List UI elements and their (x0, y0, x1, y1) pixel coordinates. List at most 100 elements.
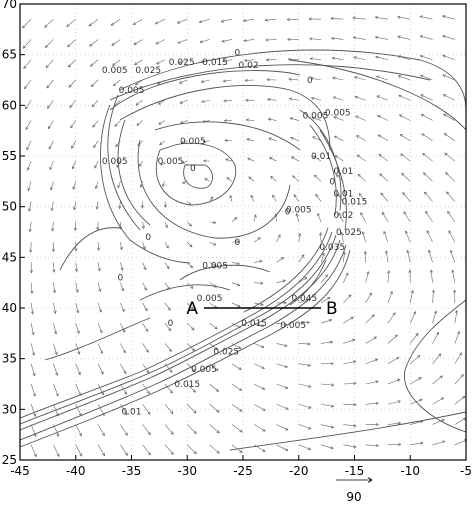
wind-vector-head (397, 55, 401, 59)
wind-vector-head (425, 210, 429, 215)
contour-line (109, 70, 301, 111)
wind-vector-head (180, 140, 185, 144)
wind-vector (30, 404, 36, 417)
wind-vector (164, 363, 173, 373)
wind-vector (26, 140, 32, 151)
wind-vector-head (436, 331, 440, 336)
wind-vector-head (448, 230, 452, 234)
wind-vector (422, 152, 433, 162)
wind-vector (75, 323, 80, 334)
wind-vector-head (305, 299, 309, 303)
wind-vector (298, 363, 311, 366)
wind-vector (90, 79, 99, 87)
wind-vector (276, 322, 287, 325)
wind-vector-head (306, 320, 310, 325)
wind-vector-head (189, 244, 193, 248)
wind-vector-head (293, 194, 297, 198)
wind-vector-head (214, 347, 219, 351)
wind-vector-head (136, 122, 140, 126)
wind-vector-head (181, 160, 185, 164)
wind-vector (226, 177, 233, 182)
wind-vector (231, 241, 240, 243)
contour-label: 0.01 (333, 189, 353, 199)
wind-vector-head (356, 154, 361, 158)
wind-vector-head (399, 134, 403, 138)
wind-vector (375, 36, 389, 40)
wind-vector (157, 100, 166, 105)
wind-vector (356, 135, 366, 142)
wind-vector-head (333, 116, 337, 120)
wind-vector-head (188, 202, 192, 206)
wind-vector-head (303, 277, 308, 281)
wind-vector-head (257, 237, 261, 241)
wind-vector-head (442, 15, 446, 19)
wind-vector-head (134, 62, 138, 66)
wind-vector (377, 115, 389, 121)
wind-vector-head (92, 124, 96, 128)
wind-vector-head (90, 63, 94, 67)
wind-vector-head (142, 246, 146, 250)
wind-vector-head (234, 217, 238, 221)
contour-line (19, 244, 347, 441)
wind-vector (450, 250, 456, 263)
wind-vector-head (96, 227, 100, 231)
wind-vector-head (95, 206, 99, 210)
wind-vector (420, 94, 433, 101)
wind-vector-head (353, 36, 357, 40)
wind-vector (320, 274, 328, 283)
wind-vector (442, 74, 455, 81)
wind-vector-head (114, 123, 118, 127)
contour-line (289, 59, 467, 131)
wind-vector-head (358, 193, 362, 197)
wind-vector (269, 157, 277, 162)
wind-vector (187, 424, 197, 434)
wind-vector-head (190, 285, 194, 289)
wind-vector (398, 95, 411, 101)
wind-vector-head (119, 226, 123, 230)
wind-vector (320, 424, 334, 428)
wind-vector (30, 363, 36, 377)
wind-vector (187, 262, 193, 268)
wind-vector (209, 383, 219, 392)
wind-vector-head (33, 453, 37, 457)
wind-vector-head (353, 56, 357, 60)
wind-vector-head (213, 263, 217, 267)
wind-vector (27, 181, 32, 191)
wind-vector (67, 59, 76, 68)
wind-vector (405, 230, 411, 243)
wind-vector-head (242, 19, 247, 23)
contour-line (404, 299, 467, 433)
wind-vector-head (313, 155, 317, 159)
wind-vector (444, 152, 456, 162)
wind-vector-head (113, 103, 117, 107)
wind-vector-head (288, 77, 292, 81)
wind-vector-head (169, 369, 173, 373)
wind-vector-head (418, 377, 422, 381)
wind-vector (53, 363, 58, 376)
wind-vector-head (442, 34, 446, 38)
wind-vector (120, 242, 123, 250)
wind-vector-head (389, 291, 393, 295)
wind-vector (333, 96, 344, 101)
wind-vector (91, 100, 99, 108)
wind-vector-head (110, 22, 115, 26)
contour-line (19, 231, 333, 419)
wind-vector-head (383, 231, 387, 235)
contour-line (309, 124, 337, 216)
wind-vector (343, 316, 354, 324)
wind-vector-head (280, 257, 284, 261)
wind-vector (180, 120, 188, 124)
wind-vector-head (345, 272, 349, 276)
wind-vector-head (354, 76, 358, 80)
wind-vector (202, 120, 210, 123)
wind-vector-head (237, 346, 242, 350)
wind-vector-head (101, 412, 105, 416)
wind-vector-head (154, 21, 159, 25)
wind-vector-head (424, 191, 428, 195)
wind-vector (360, 212, 366, 223)
wind-vector-head (192, 368, 196, 372)
contour-lines (19, 49, 467, 451)
wind-vector-head (23, 65, 27, 69)
wind-vector (187, 241, 193, 248)
wind-vector (142, 404, 151, 415)
